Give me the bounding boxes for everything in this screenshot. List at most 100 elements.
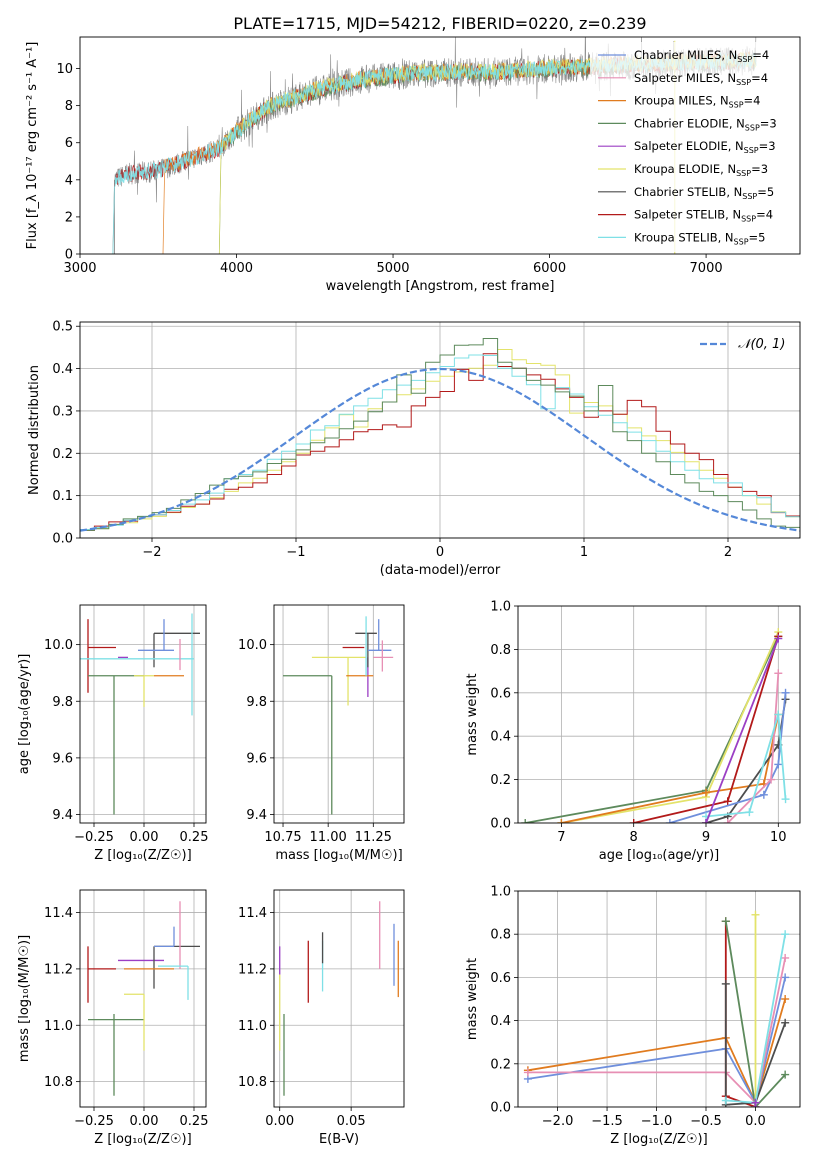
legend-suffix: =4 xyxy=(751,71,768,85)
x-axis-label: Z [log₁₀(Z/Z☉)] xyxy=(94,848,191,863)
weight-marker xyxy=(665,819,674,823)
y-tick-label: 0.2 xyxy=(52,447,73,462)
y-tick-label: 10.8 xyxy=(44,1075,73,1090)
errorbar-point xyxy=(367,619,392,651)
legend-subscript: SSP xyxy=(734,237,749,246)
legend-label: Kroupa ELODIE, NSSP=3 xyxy=(634,162,768,178)
axes-frame xyxy=(517,605,801,824)
panel-weight_vs_age: 7 8 9 10 0.0 0.2 0.4 0.6 0.8 1.0 age [log₁₀(age/yr… xyxy=(465,600,801,863)
weight-marker xyxy=(774,669,783,678)
weight-marker xyxy=(629,819,638,823)
y-tick-label: 0.1 xyxy=(52,489,73,504)
y-tick-label: 9.4 xyxy=(52,808,73,823)
panel-weight_vs_Z: −2.0 −1.5 −1.0 −0.5 0.0 0.0 0.2 0.4 0.6 0.8 1.0 Z [… xyxy=(465,885,801,1147)
figure-title: PLATE=1715, MJD=54212, FIBERID=0220, z=0… xyxy=(233,14,646,33)
weight-marker xyxy=(781,995,790,1003)
x-axis-label: E(B-V) xyxy=(319,1132,359,1147)
y-tick-label: 0.6 xyxy=(490,686,511,701)
y-tick-label: 0.4 xyxy=(490,1014,511,1029)
y-tick-label: 0 xyxy=(65,248,73,263)
legend-subscript: SSP xyxy=(729,101,744,110)
weight-marker xyxy=(751,910,760,919)
legend-suffix: =3 xyxy=(760,116,777,130)
x-axis-label: Z [log₁₀(Z/Z☉)] xyxy=(94,1132,191,1147)
y-tick-label: 10 xyxy=(56,62,73,77)
panel-residuals: −2 −1 0 1 2 0.0 0.1 0.2 0.3 0.4 0.5 (data-model)/er… xyxy=(27,320,801,578)
x-axis-label: age [log₁₀(age/yr)] xyxy=(599,848,720,863)
legend-subscript: SSP xyxy=(745,123,760,132)
x-tick-label: 0.0 xyxy=(745,1114,766,1129)
x-tick-label: 0.25 xyxy=(180,1114,209,1129)
legend-label: Salpeter MILES, NSSP=4 xyxy=(634,71,768,87)
y-tick-label: 0.2 xyxy=(490,773,511,788)
x-tick-label: −0.25 xyxy=(74,1114,114,1129)
y-axis-label: mass [log₁₀(M/M☉)] xyxy=(17,935,32,1062)
y-tick-label: 0.8 xyxy=(490,643,511,658)
weight-marker xyxy=(723,819,732,823)
weight-marker xyxy=(774,760,783,769)
weight-marker xyxy=(702,788,710,797)
y-tick-label: 9.6 xyxy=(246,751,267,766)
legend-label: Salpeter ELODIE, NSSP=3 xyxy=(634,139,776,155)
legend-suffix: =3 xyxy=(759,139,776,153)
errorbar-point xyxy=(88,675,144,815)
weight-marker xyxy=(781,1070,790,1079)
legend-suffix: =4 xyxy=(744,94,761,108)
histogram-kroupa_stelib xyxy=(80,354,800,538)
weight-line-salpeter_miles xyxy=(527,957,787,1105)
errorbar-point xyxy=(154,926,175,948)
legend-label: Chabrier MILES, NSSP=4 xyxy=(634,48,769,64)
x-tick-label: 11.00 xyxy=(310,830,347,845)
y-tick-label: 6 xyxy=(65,136,73,151)
x-tick-label: 11.25 xyxy=(355,830,392,845)
x-tick-label: 0.00 xyxy=(265,1114,294,1129)
panel-mass_vs_Z: −0.25 0.00 0.25 10.8 11.0 11.2 11.4 Z [log₁₀(Z/… xyxy=(17,889,209,1147)
legend-subscript: SSP xyxy=(736,169,751,178)
weight-marker xyxy=(759,790,768,799)
weight-marker xyxy=(721,917,730,926)
y-tick-label: 0.0 xyxy=(52,532,73,547)
legend-suffix: =3 xyxy=(751,162,768,176)
errorbar-point xyxy=(124,993,145,1051)
x-tick-label: −1.5 xyxy=(591,1114,623,1129)
y-tick-label: 11.4 xyxy=(44,906,73,921)
legend-subscript: SSP xyxy=(744,146,759,155)
weight-marker xyxy=(723,797,732,806)
weight-marker xyxy=(702,819,710,823)
weight-marker xyxy=(523,1068,532,1077)
legend-label: Kroupa STELIB, NSSP=5 xyxy=(634,230,765,246)
x-tick-label: 6000 xyxy=(533,261,566,276)
weight-line-chabrier_elodie xyxy=(724,921,786,1107)
legend-subscript: SSP xyxy=(742,192,757,201)
x-tick-label: −0.25 xyxy=(74,830,114,845)
y-tick-label: 11.0 xyxy=(238,1019,267,1034)
x-axis-label: Z [log₁₀(Z/Z☉)] xyxy=(610,1132,707,1147)
weight-line-kroupa_elodie xyxy=(561,631,780,823)
y-axis-label: mass weight xyxy=(465,958,480,1040)
weight-marker xyxy=(781,795,790,804)
weight-marker xyxy=(521,819,530,823)
x-tick-label: 1 xyxy=(580,545,588,560)
weight-line-chabrier_elodie xyxy=(525,636,780,823)
errorbar-point xyxy=(87,619,116,693)
plot-area-weight_vs_age xyxy=(518,606,800,823)
weight-line-kroupa_miles xyxy=(561,714,780,823)
legend-suffix: =4 xyxy=(756,208,773,222)
normal-curve xyxy=(80,367,800,532)
histogram-chabrier_elodie xyxy=(80,338,800,538)
errorbar-point xyxy=(88,1014,144,1096)
y-tick-label: 4 xyxy=(65,173,73,188)
plot-area-age_vs_mass xyxy=(274,605,404,823)
x-tick-label: 7000 xyxy=(690,261,723,276)
y-tick-label: 9.4 xyxy=(246,808,267,823)
panel-mass_vs_ebv: 0.00 0.05 10.8 11.0 11.2 11.4 E(B-V) xyxy=(238,889,405,1147)
axes-frame xyxy=(273,604,405,824)
y-tick-label: 0.5 xyxy=(52,320,73,335)
weight-marker xyxy=(774,634,783,643)
weight-marker xyxy=(721,979,730,988)
y-tick-label: 0.0 xyxy=(490,817,511,832)
plot-area-spectrum xyxy=(112,37,757,254)
errorbar-point xyxy=(283,675,333,815)
y-axis-label: age [log₁₀(age/yr)] xyxy=(17,654,32,775)
y-tick-label: 11.4 xyxy=(238,906,267,921)
